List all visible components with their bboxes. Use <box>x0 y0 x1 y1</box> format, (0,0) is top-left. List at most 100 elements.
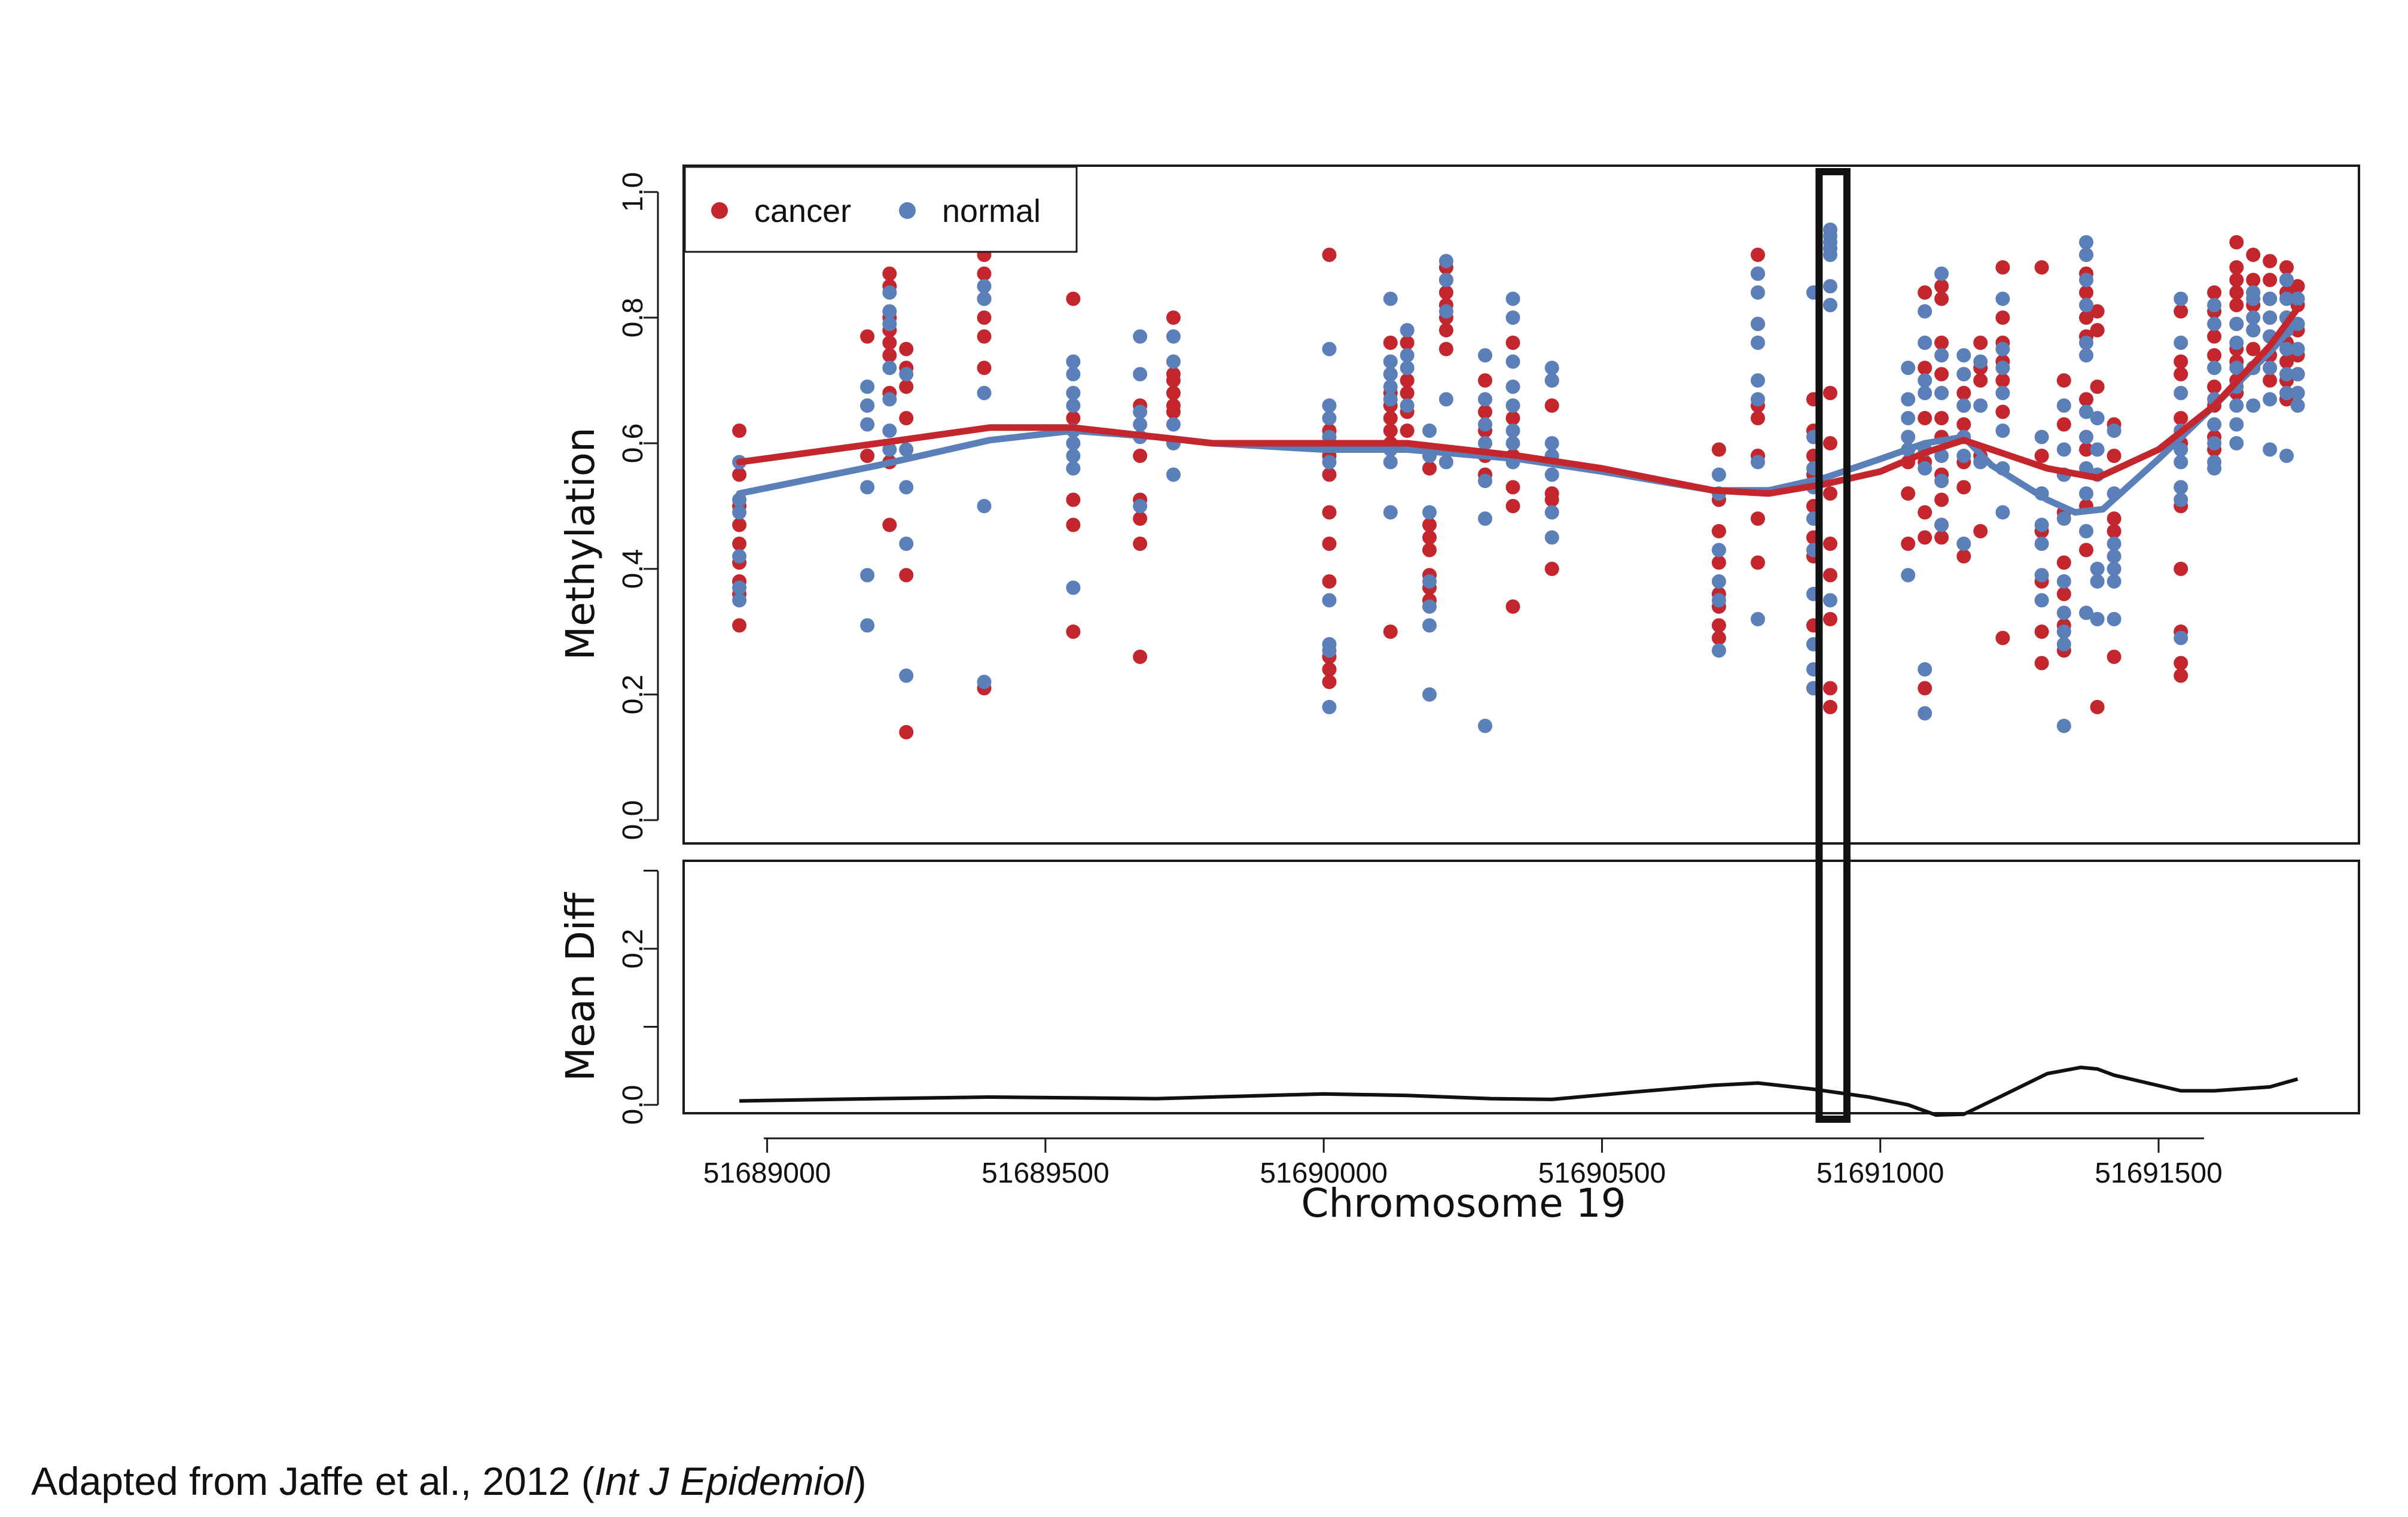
point-normal <box>860 618 875 633</box>
point-normal <box>2079 298 2093 312</box>
point-cancer <box>732 424 747 438</box>
point-normal <box>1478 348 1492 363</box>
point-cancer <box>1934 492 1949 507</box>
point-normal <box>1383 354 1398 369</box>
point-cancer <box>1934 336 1949 350</box>
point-cancer <box>1751 555 1765 570</box>
point-cancer <box>2207 348 2222 363</box>
point-normal <box>2107 612 2122 626</box>
point-cancer <box>977 361 992 375</box>
point-cancer <box>882 266 897 281</box>
methylation-ytick-label: 1.0 <box>617 172 649 212</box>
point-normal <box>1823 593 1837 608</box>
point-normal <box>2263 291 2278 306</box>
point-cancer <box>2090 700 2105 714</box>
point-normal <box>1422 687 1437 702</box>
point-cancer <box>2174 668 2188 683</box>
point-normal <box>2034 517 2049 532</box>
point-normal <box>2246 291 2261 306</box>
point-cancer <box>860 329 875 344</box>
point-cancer <box>1066 291 1081 306</box>
point-cancer <box>1751 511 1765 526</box>
point-cancer <box>1823 537 1837 551</box>
point-normal <box>1934 266 1949 281</box>
point-normal <box>1973 398 1988 413</box>
mean-diff-ytick-label: 0.2 <box>617 929 649 969</box>
point-normal <box>860 480 875 495</box>
point-normal <box>977 279 992 294</box>
point-normal <box>2229 361 2244 375</box>
point-normal <box>1995 361 2010 375</box>
point-cancer <box>1422 517 1437 532</box>
point-cancer <box>899 379 914 394</box>
legend-box <box>684 166 1078 253</box>
point-cancer <box>2056 555 2071 570</box>
point-normal <box>2207 417 2222 432</box>
point-normal <box>1544 505 1559 520</box>
point-cancer <box>1133 511 1148 526</box>
caption-suffix: ) <box>853 1459 867 1503</box>
point-cancer <box>2279 260 2294 275</box>
point-normal <box>2056 718 2071 733</box>
legend-label-normal: normal <box>942 193 1041 229</box>
point-cancer <box>2229 260 2244 275</box>
point-normal <box>899 442 914 457</box>
point-cancer <box>1422 530 1437 545</box>
point-normal <box>2079 273 2093 287</box>
point-cancer <box>2229 235 2244 249</box>
point-normal <box>2290 291 2305 306</box>
point-cancer <box>2174 656 2188 671</box>
point-normal <box>860 417 875 432</box>
point-normal <box>1751 392 1765 407</box>
point-normal <box>1934 517 1949 532</box>
point-cancer <box>1934 367 1949 382</box>
point-cancer <box>1505 411 1520 425</box>
point-normal <box>1901 568 1916 583</box>
point-cancer <box>1544 492 1559 507</box>
point-normal <box>1383 505 1398 520</box>
legend: cancer normal <box>684 166 1078 253</box>
point-normal <box>1133 499 1148 513</box>
point-normal <box>882 361 897 375</box>
point-cancer <box>1934 411 1949 425</box>
point-cancer <box>1133 650 1148 664</box>
point-normal <box>2056 442 2071 457</box>
point-cancer <box>1934 291 1949 306</box>
methylation-ytick-label: 0.6 <box>617 424 649 464</box>
point-cancer <box>2174 411 2188 425</box>
point-normal <box>2279 367 2294 382</box>
point-cancer <box>2034 449 2049 463</box>
point-cancer <box>1711 555 1726 570</box>
point-cancer <box>899 568 914 583</box>
point-normal <box>1505 310 1520 325</box>
point-normal <box>2246 310 2261 325</box>
point-cancer <box>2174 367 2188 382</box>
point-cancer <box>2174 304 2188 319</box>
point-normal <box>1956 398 1971 413</box>
point-normal <box>1973 354 1988 369</box>
point-normal <box>1751 336 1765 350</box>
point-normal <box>899 367 914 382</box>
point-cancer <box>1995 260 2010 275</box>
point-cancer <box>1438 323 1453 337</box>
point-normal <box>1544 361 1559 375</box>
point-cancer <box>1901 537 1916 551</box>
point-normal <box>882 304 897 319</box>
point-cancer <box>860 449 875 463</box>
point-normal <box>1901 411 1916 425</box>
point-normal <box>2229 417 2244 432</box>
point-cancer <box>1995 373 2010 388</box>
point-normal <box>1751 455 1765 470</box>
point-normal <box>2207 436 2222 450</box>
point-cancer <box>1711 524 1726 538</box>
point-cancer <box>2263 254 2278 269</box>
point-cancer <box>2174 562 2188 576</box>
point-normal <box>2279 449 2294 463</box>
point-normal <box>2107 574 2122 589</box>
point-normal <box>2263 392 2278 407</box>
xtick-label: 51691000 <box>1816 1157 1944 1189</box>
point-cancer <box>2056 373 2071 388</box>
point-cancer <box>2229 273 2244 287</box>
point-normal <box>1400 398 1415 413</box>
mean-diff-panel: 0.0 0.2 Mean Diff 51689000 51689500 5169000… <box>557 860 2360 1226</box>
